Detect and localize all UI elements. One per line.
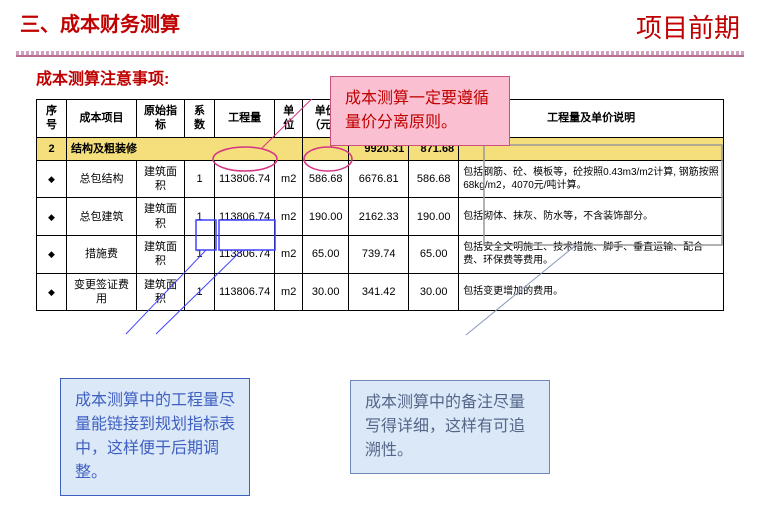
data-cell: 1 — [185, 198, 215, 236]
data-cell: 建筑面积 — [137, 198, 185, 236]
data-cell: 341.42 — [349, 273, 409, 311]
group-cell: 结构及粗装修 — [67, 137, 303, 160]
data-cell: 包括砌体、抹灰、防水等，不含装饰部分。 — [459, 198, 724, 236]
data-cell: 65.00 — [303, 236, 349, 274]
col-header: 序号 — [37, 100, 67, 138]
callout-right: 成本测算中的备注尽量写得详细，这样有可追溯性。 — [350, 380, 550, 474]
data-cell: 113806.74 — [215, 160, 275, 198]
data-cell: 包括安全文明施工、技术措施、脚手、垂直运输、配合费、环保费等费用。 — [459, 236, 724, 274]
data-cell: 2162.33 — [349, 198, 409, 236]
data-cell: 措施费 — [67, 236, 137, 274]
data-cell: 113806.74 — [215, 198, 275, 236]
data-cell: 1 — [185, 236, 215, 274]
page-phase: 项目前期 — [636, 8, 740, 45]
group-cell: 2 — [37, 137, 67, 160]
data-cell: m2 — [275, 236, 303, 274]
data-cell: ◆ — [37, 236, 67, 274]
data-cell: 30.00 — [409, 273, 459, 311]
data-cell: 总包建筑 — [67, 198, 137, 236]
data-cell: ◆ — [37, 160, 67, 198]
data-cell: ◆ — [37, 198, 67, 236]
data-cell: 6676.81 — [349, 160, 409, 198]
data-cell: 30.00 — [303, 273, 349, 311]
data-cell: 190.00 — [303, 198, 349, 236]
data-cell: 包括变更增加的费用。 — [459, 273, 724, 311]
callout-top: 成本测算一定要遵循量价分离原则。 — [330, 76, 510, 146]
data-cell: 190.00 — [409, 198, 459, 236]
callout-left: 成本测算中的工程量尽量能链接到规划指标表中，这样便于后期调整。 — [60, 378, 250, 496]
data-cell: 总包结构 — [67, 160, 137, 198]
data-cell: 739.74 — [349, 236, 409, 274]
data-cell: 586.68 — [303, 160, 349, 198]
data-cell: 113806.74 — [215, 236, 275, 274]
divider — [16, 51, 744, 57]
data-cell: 1 — [185, 160, 215, 198]
data-cell: m2 — [275, 198, 303, 236]
section-title: 三、成本财务测算 — [20, 8, 180, 45]
data-cell: 包括钢筋、砼、模板等，砼按照0.43m3/m2计算, 钢筋按照68kg/m2，4… — [459, 160, 724, 198]
data-cell: 变更签证费用 — [67, 273, 137, 311]
data-cell: 586.68 — [409, 160, 459, 198]
col-header: 原始指标 — [137, 100, 185, 138]
data-cell: 65.00 — [409, 236, 459, 274]
data-cell: ◆ — [37, 273, 67, 311]
data-cell: 建筑面积 — [137, 273, 185, 311]
data-cell: 113806.74 — [215, 273, 275, 311]
col-header: 单位 — [275, 100, 303, 138]
data-cell: 建筑面积 — [137, 236, 185, 274]
col-header: 成本项目 — [67, 100, 137, 138]
data-cell: m2 — [275, 273, 303, 311]
col-header: 系数 — [185, 100, 215, 138]
data-cell: m2 — [275, 160, 303, 198]
col-header: 工程量 — [215, 100, 275, 138]
data-cell: 1 — [185, 273, 215, 311]
data-cell: 建筑面积 — [137, 160, 185, 198]
